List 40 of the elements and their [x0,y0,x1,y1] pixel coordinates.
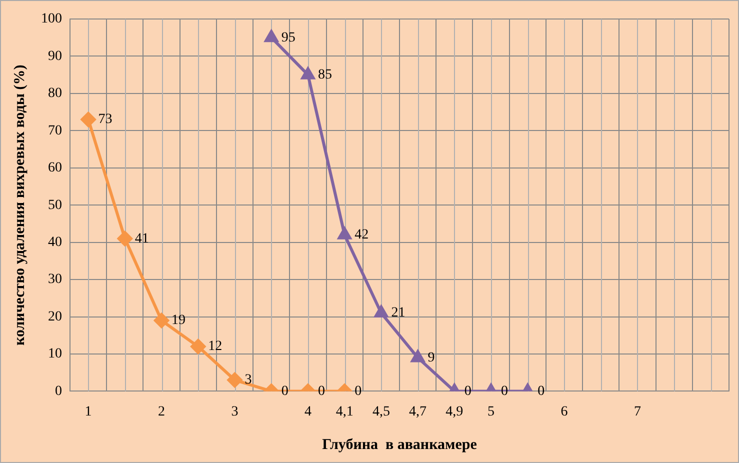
x-axis-title: Глубина в аванкамере [322,436,478,453]
y-tick-label: 0 [55,384,62,399]
x-tick-label: 7 [634,404,641,420]
data-label: 19 [172,313,186,328]
x-tick-label: 4,5 [372,404,390,420]
y-tick-label: 70 [48,123,62,138]
data-label: 9 [428,350,435,366]
data-label: 0 [538,384,545,399]
y-tick-label: 90 [48,48,62,64]
data-label: 0 [501,384,508,399]
x-tick-label: 5 [488,404,495,420]
y-tick-label: 10 [48,346,62,362]
data-label: 0 [281,384,288,399]
y-tick-label: 100 [41,12,62,27]
data-label: 42 [354,228,369,243]
data-label: 0 [354,384,362,399]
y-tick-label: 50 [48,198,62,213]
data-label: 41 [134,231,149,246]
x-tick-label: 4 [304,404,312,420]
y-tick-label: 30 [48,272,62,288]
x-tick-label: 4,7 [409,404,427,420]
y-tick-label: 20 [48,309,62,324]
y-tick-label: 80 [48,86,62,102]
x-tick-label: 4,1 [336,404,354,420]
data-label: 12 [208,339,222,354]
data-label: 3 [244,372,252,388]
x-tick-label: 6 [560,404,568,420]
x-tick-label: 2 [158,404,166,420]
data-label: 0 [464,384,472,399]
x-tick-label: 3 [231,404,238,420]
data-label: 21 [391,306,406,321]
x-tick-label: 1 [84,404,92,420]
y-tick-label: 40 [48,234,62,250]
data-label: 85 [318,68,332,82]
data-label: 0 [318,384,325,399]
data-label: 95 [281,30,296,46]
y-axis-title: количество удаления вихревых воды (%) [12,64,28,346]
y-tick-label: 60 [48,160,62,176]
x-tick-label: 4,9 [446,404,464,420]
data-label: 73 [98,112,112,128]
